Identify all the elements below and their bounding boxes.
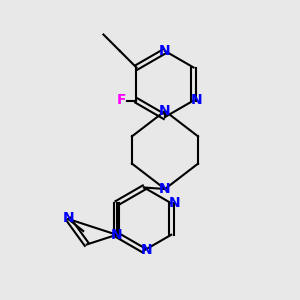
Text: N: N bbox=[159, 104, 171, 118]
Text: N: N bbox=[191, 94, 203, 107]
Text: N: N bbox=[141, 244, 153, 257]
Text: N: N bbox=[169, 196, 180, 210]
Text: N: N bbox=[62, 211, 74, 224]
Text: F: F bbox=[117, 94, 126, 107]
Text: N: N bbox=[111, 228, 122, 242]
Text: N: N bbox=[159, 44, 171, 58]
Text: N: N bbox=[159, 182, 171, 196]
